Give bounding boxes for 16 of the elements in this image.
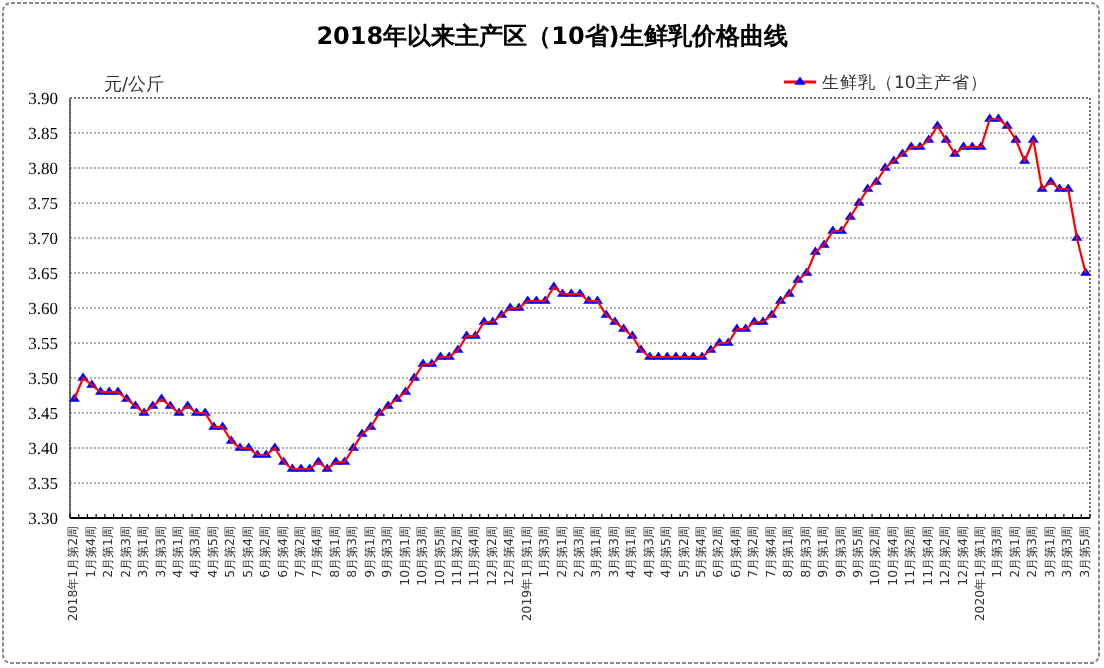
- y-tick-label: 3.60: [28, 298, 58, 318]
- y-tick-label: 3.80: [28, 158, 58, 178]
- y-axis-title: 元/公斤: [104, 74, 165, 96]
- y-tick-label: 3.85: [28, 123, 58, 143]
- y-tick-label: 3.55: [28, 333, 58, 353]
- chart-title: 2018年以来主产区（10省)生鲜乳价格曲线: [316, 22, 788, 50]
- y-tick-label: 3.45: [28, 403, 58, 423]
- y-tick-label: 3.50: [28, 368, 58, 388]
- legend-label: 生鲜乳（10主产省）: [822, 72, 988, 94]
- y-tick-label: 3.70: [28, 228, 58, 248]
- y-tick-label: 3.90: [28, 88, 58, 108]
- y-tick-label: 3.30: [28, 508, 58, 528]
- y-tick-label: 3.65: [28, 263, 58, 283]
- y-tick-label: 3.40: [28, 438, 58, 458]
- y-tick-label: 3.75: [28, 193, 58, 213]
- y-tick-label: 3.35: [28, 473, 58, 493]
